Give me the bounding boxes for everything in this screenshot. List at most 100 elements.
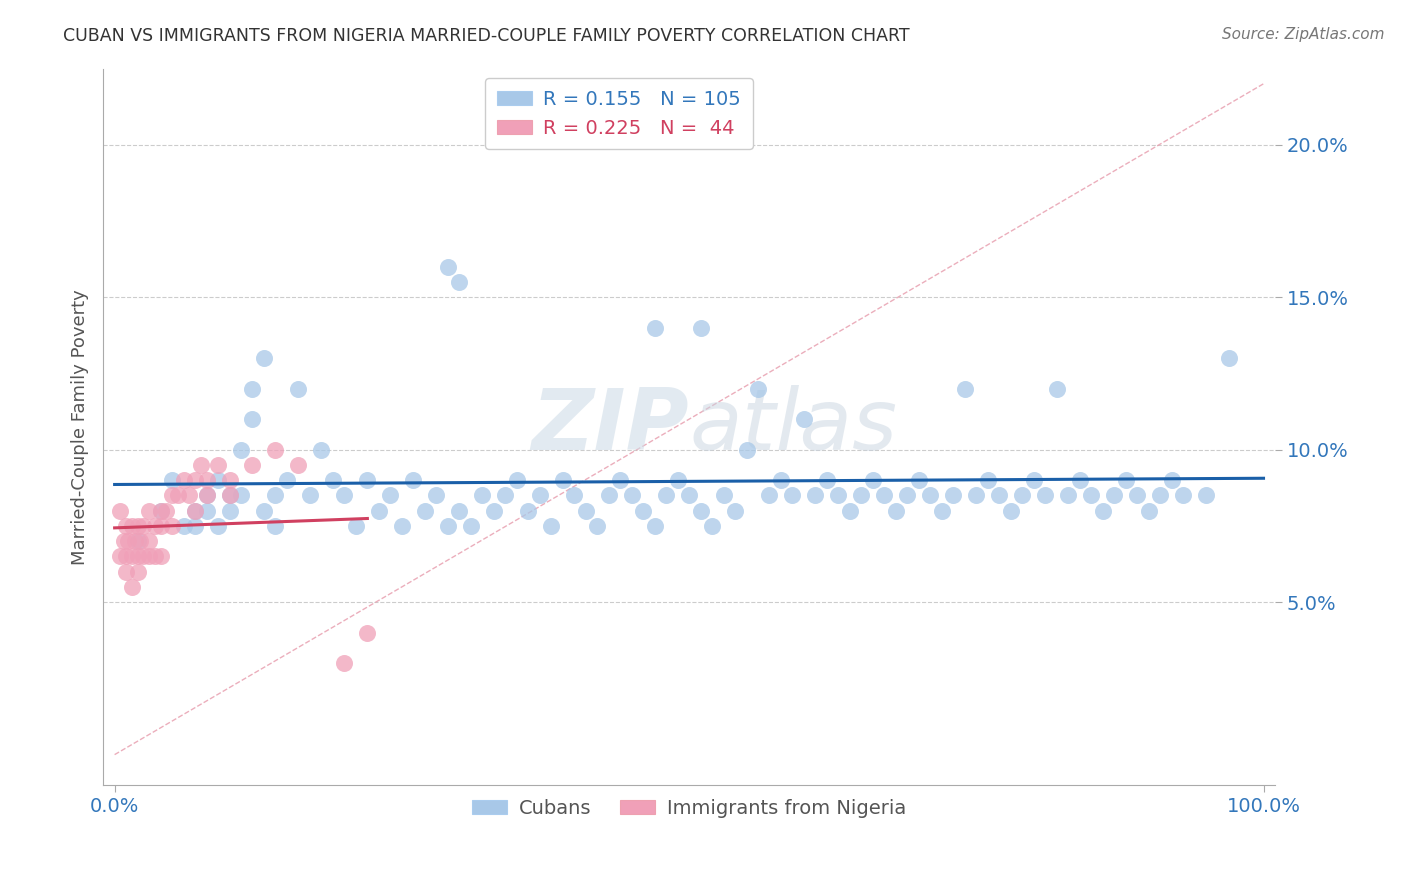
Point (494, 488, 516, 502)
Point (112, 534, 135, 549)
Point (195, 473, 218, 487)
Point (1000, 504, 1022, 518)
Point (121, 580, 143, 594)
Point (931, 504, 953, 518)
Point (666, 473, 689, 487)
Point (322, 473, 344, 487)
Point (298, 488, 321, 502)
Legend: Cubans, Immigrants from Nigeria: Cubans, Immigrants from Nigeria (464, 791, 914, 826)
Point (1115, 473, 1137, 487)
Point (184, 473, 207, 487)
Point (287, 382, 309, 396)
Point (276, 473, 298, 487)
Y-axis label: Married-Couple Family Poverty: Married-Couple Family Poverty (72, 289, 89, 565)
Point (253, 504, 276, 518)
Point (1022, 473, 1045, 487)
Point (117, 534, 139, 549)
Point (1091, 504, 1114, 518)
Point (218, 488, 240, 502)
Point (631, 504, 654, 518)
Point (149, 504, 172, 518)
Point (793, 412, 815, 426)
Point (562, 488, 585, 502)
Point (115, 549, 138, 564)
Point (758, 488, 780, 502)
Point (143, 549, 166, 564)
Point (713, 488, 735, 502)
Point (609, 473, 631, 487)
Point (1126, 488, 1149, 502)
Text: Source: ZipAtlas.com: Source: ZipAtlas.com (1222, 27, 1385, 42)
Point (356, 473, 378, 487)
Point (127, 565, 149, 579)
Point (184, 504, 207, 518)
Point (149, 519, 172, 533)
Point (287, 458, 309, 472)
Point (132, 519, 155, 533)
Point (413, 504, 436, 518)
Point (311, 442, 333, 457)
Text: ZIP: ZIP (531, 385, 689, 468)
Point (195, 504, 218, 518)
Point (1080, 488, 1102, 502)
Point (425, 488, 447, 502)
Point (264, 442, 287, 457)
Point (195, 488, 218, 502)
Point (253, 351, 276, 366)
Point (242, 458, 264, 472)
Point (333, 488, 356, 502)
Point (155, 504, 177, 518)
Point (110, 504, 132, 518)
Point (1218, 351, 1240, 366)
Point (166, 488, 188, 502)
Point (138, 534, 160, 549)
Point (884, 504, 907, 518)
Point (184, 519, 207, 533)
Point (121, 549, 143, 564)
Point (124, 534, 146, 549)
Point (449, 275, 471, 289)
Point (160, 519, 183, 533)
Point (977, 473, 1000, 487)
Point (367, 504, 389, 518)
Point (190, 458, 212, 472)
Point (173, 519, 195, 533)
Point (838, 504, 860, 518)
Point (128, 534, 150, 549)
Point (115, 519, 138, 533)
Point (953, 382, 976, 396)
Point (132, 549, 155, 564)
Point (138, 549, 160, 564)
Point (149, 549, 172, 564)
Point (149, 504, 172, 518)
Point (207, 458, 229, 472)
Point (218, 504, 240, 518)
Point (506, 473, 529, 487)
Point (127, 519, 149, 533)
Point (700, 519, 723, 533)
Point (988, 488, 1011, 502)
Point (264, 488, 287, 502)
Point (138, 504, 160, 518)
Point (179, 488, 201, 502)
Point (160, 473, 183, 487)
Point (804, 488, 827, 502)
Point (110, 549, 132, 564)
Point (195, 488, 218, 502)
Point (689, 320, 711, 334)
Point (356, 625, 378, 640)
Point (586, 519, 609, 533)
Point (115, 565, 138, 579)
Point (143, 519, 166, 533)
Point (449, 504, 471, 518)
Point (724, 504, 747, 518)
Point (173, 473, 195, 487)
Point (1046, 382, 1069, 396)
Text: atlas: atlas (689, 385, 897, 468)
Point (1057, 488, 1080, 502)
Point (575, 504, 598, 518)
Point (815, 473, 838, 487)
Point (436, 519, 458, 533)
Point (380, 488, 402, 502)
Point (218, 473, 240, 487)
